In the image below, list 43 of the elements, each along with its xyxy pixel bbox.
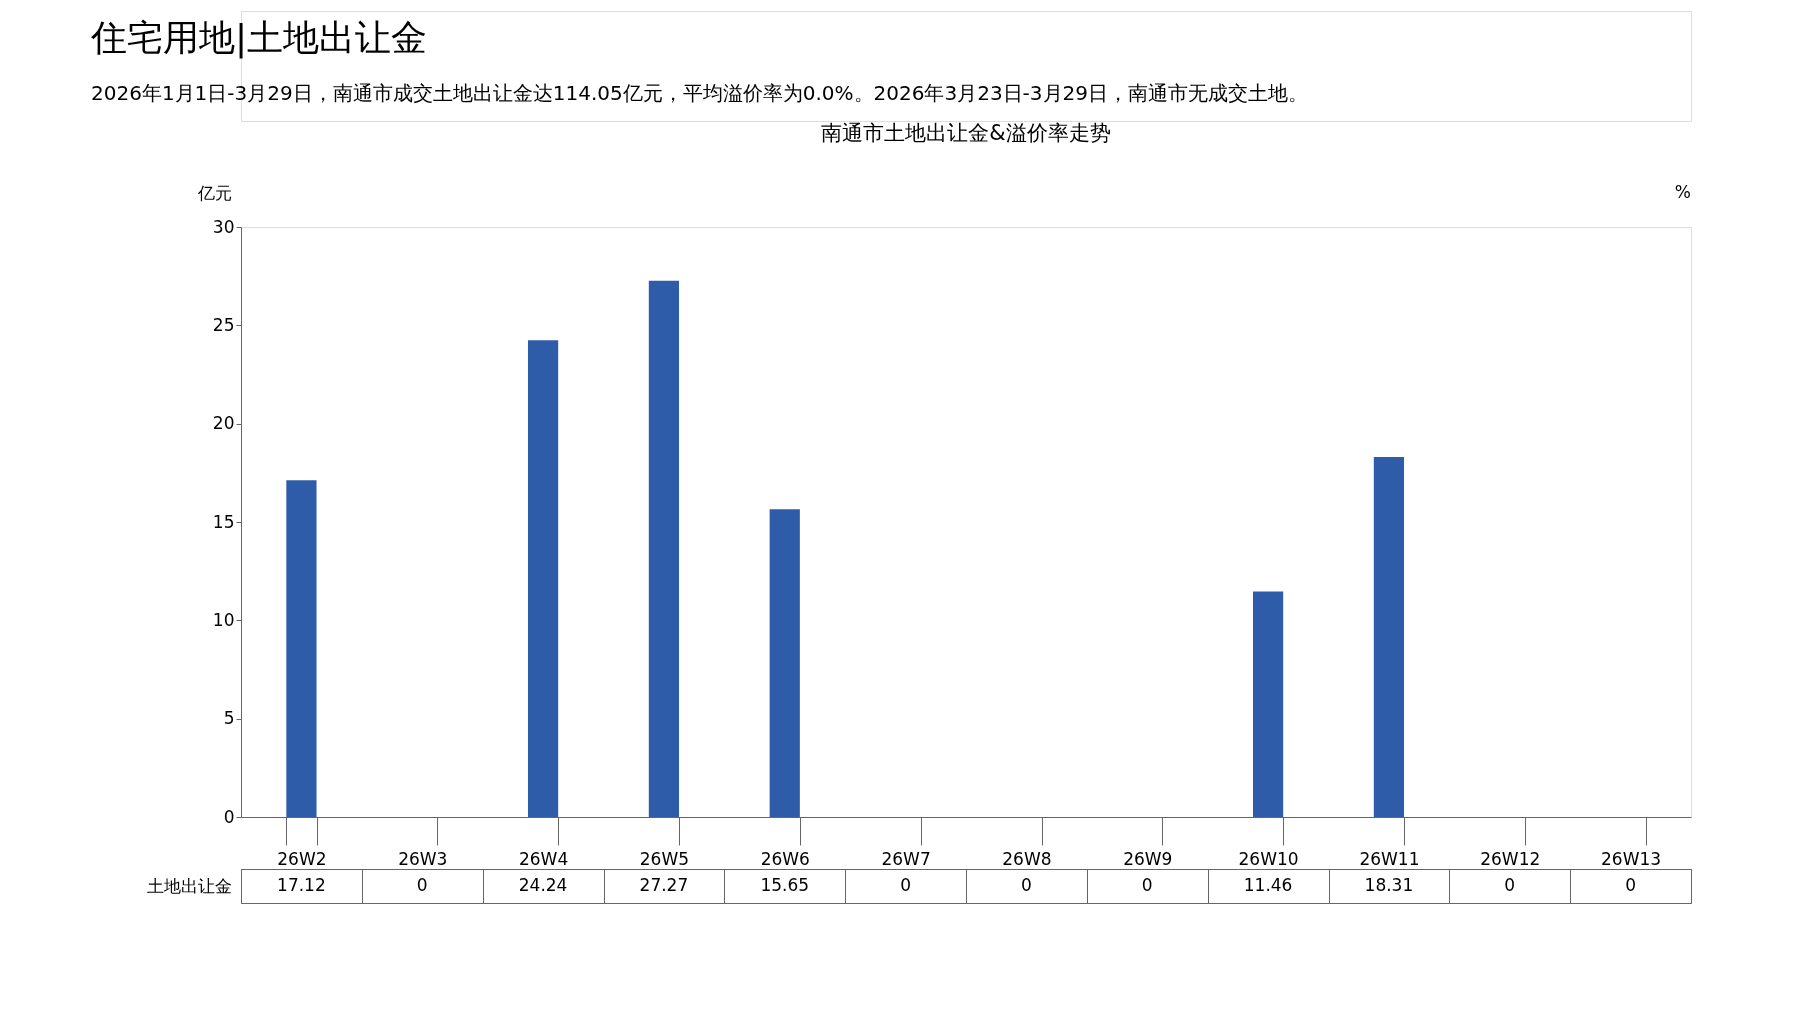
bar	[286, 480, 317, 817]
text: 2026年1月1日-3月29日，南通市成交土地出让金达114.05亿元，平均溢价率为0.0%。2026年3月23日-3月29日，南通市无成交土地。	[91, 80, 1308, 105]
x-tick-label: 26W7	[881, 848, 931, 869]
data-label: 18.31	[1364, 875, 1414, 895]
x-tick-label: 26W2	[277, 848, 327, 869]
bar	[527, 340, 559, 817]
data-label: 0	[900, 875, 911, 895]
y-tick-label: 0	[223, 806, 235, 827]
data-label: 17.12	[277, 875, 326, 895]
x-tick-label: 26W4	[518, 848, 569, 869]
y-tick-label: 15	[212, 511, 235, 532]
data-label: 11.46	[1243, 875, 1293, 895]
x-tick-label: 26W9	[1123, 848, 1173, 869]
bar	[1373, 456, 1405, 817]
x-tick-label: 26W5	[639, 848, 690, 869]
x-tick-label: 26W12	[1480, 848, 1541, 869]
x-tick-label: 26W13	[1601, 848, 1662, 869]
y-axis-title: 亿元	[196, 182, 232, 203]
y-tick-label: 30	[212, 216, 235, 237]
x-tick-label: 26W3	[398, 848, 448, 869]
y-tick-label: 20	[212, 413, 235, 434]
y-tick-label: 5	[223, 708, 235, 729]
y2-axis-title: %	[1674, 182, 1691, 202]
data-label: 0	[1141, 875, 1153, 895]
data-label: 27.27	[639, 875, 689, 895]
data-label: 0	[416, 875, 428, 895]
y-tick-label: 10	[212, 609, 235, 630]
data-label: 0	[1504, 875, 1516, 895]
x-tick-label: 26W8	[1002, 848, 1052, 869]
text: 住宅用地|土地出让金	[90, 16, 428, 59]
x-tick-label: 26W11	[1359, 848, 1420, 869]
bar	[648, 280, 680, 817]
data-label: 0	[1021, 875, 1032, 895]
chart-title: 南通市土地出让金&溢价率走势	[821, 121, 1111, 145]
data-label: 0	[1625, 875, 1636, 895]
text: 土地出让金	[146, 875, 232, 896]
y-tick-label: 25	[212, 314, 235, 335]
data-label: 15.65	[760, 875, 810, 895]
data-label: 24.24	[518, 875, 568, 895]
x-tick-label: 26W6	[760, 848, 810, 869]
bar	[769, 509, 800, 817]
bar	[1252, 591, 1284, 817]
x-tick-label: 26W10	[1238, 848, 1299, 869]
